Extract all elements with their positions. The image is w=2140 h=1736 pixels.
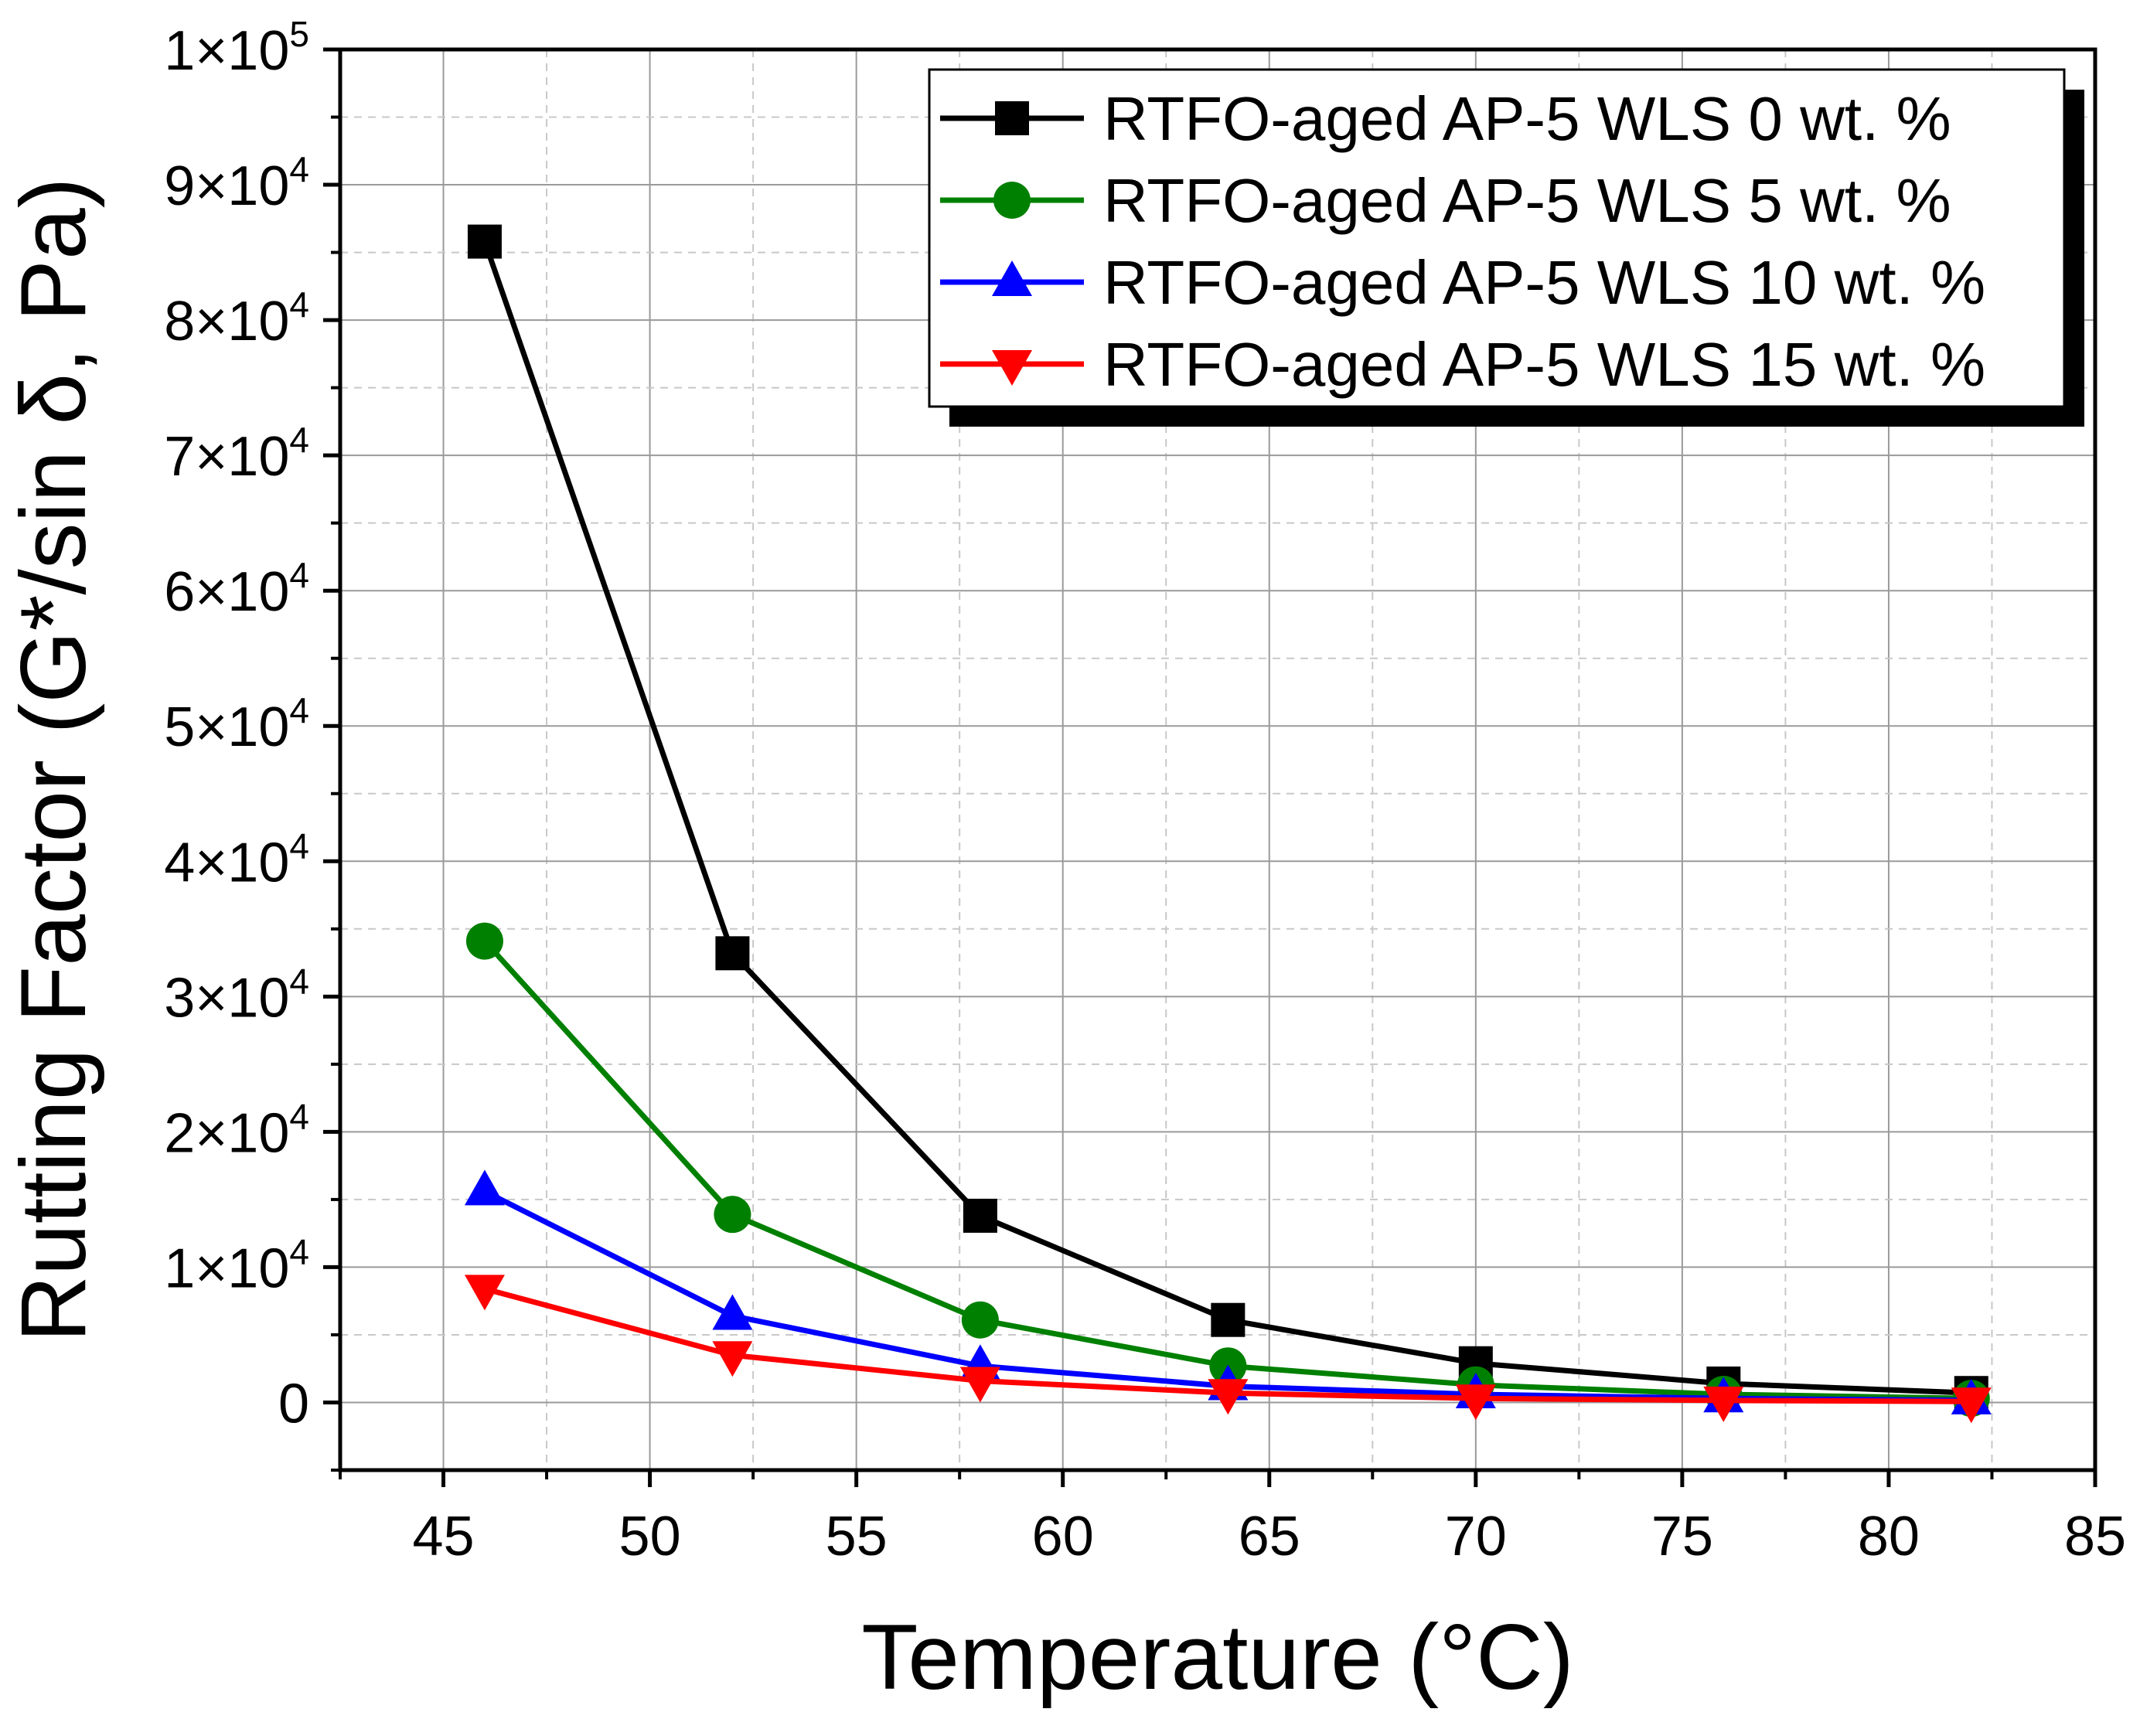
- y-tick-label: 4×104: [164, 825, 309, 894]
- data-point: [1951, 1387, 1992, 1424]
- legend-label: RTFO-aged AP-5 WLS 15 wt. %: [1103, 330, 1985, 399]
- legend-marker: [992, 350, 1032, 386]
- data-point: [715, 936, 750, 971]
- legend-marker: [995, 101, 1029, 135]
- y-tick-label: 2×104: [164, 1096, 309, 1164]
- legend-marker: [992, 260, 1032, 296]
- y-tick-label: 1×105: [164, 14, 309, 82]
- legend-label: RTFO-aged AP-5 WLS 5 wt. %: [1103, 166, 1951, 235]
- series-3: [464, 1275, 1992, 1424]
- legend-label: RTFO-aged AP-5 WLS 0 wt. %: [1103, 84, 1951, 153]
- x-tick-label: 85: [2064, 1506, 2126, 1568]
- y-tick-label: 8×104: [164, 284, 309, 352]
- axes: 45 50 55 60 65 70 75 80 85 0 1×104 2×104 3×104 4×104 5…: [164, 14, 2126, 1568]
- data-point: [1208, 1379, 1249, 1415]
- x-tick-label: 75: [1651, 1506, 1713, 1568]
- y-tick-label: 1×104: [164, 1231, 309, 1299]
- x-axis-title: Temperature (°C): [861, 1605, 1574, 1709]
- plot-frame: [338, 47, 2097, 1472]
- legend-label: RTFO-aged AP-5 WLS 10 wt. %: [1103, 248, 1985, 317]
- x-tick-label: 80: [1858, 1506, 1920, 1568]
- data-point: [963, 1198, 997, 1233]
- data-point: [712, 1294, 753, 1330]
- data-point: [467, 224, 502, 259]
- data-point: [714, 1196, 751, 1234]
- x-tick-label: 50: [619, 1506, 681, 1568]
- x-tick-label: 45: [412, 1506, 474, 1568]
- legend-marker: [993, 182, 1031, 219]
- legend-box: [928, 68, 2066, 408]
- series-2: [464, 1169, 1992, 1414]
- y-tick-label: 7×104: [164, 420, 309, 488]
- data-point: [464, 1169, 505, 1206]
- data-point: [1703, 1386, 1744, 1422]
- data-point: [1211, 1302, 1245, 1337]
- legend: RTFO-aged AP-5 WLS 0 wt. % RTFO-aged AP-5…: [928, 68, 2084, 427]
- x-tick-label: 65: [1239, 1506, 1300, 1568]
- y-axis-title: Rutting Factor (G*/sin δ, Pa): [2, 177, 105, 1342]
- x-tick-label: 60: [1032, 1506, 1094, 1568]
- data-point: [1455, 1384, 1496, 1421]
- data-point: [464, 1275, 505, 1311]
- y-tick-label: 9×104: [164, 149, 309, 217]
- data-point: [961, 1301, 999, 1339]
- y-tick-label: 6×104: [164, 555, 309, 623]
- series: [464, 224, 1992, 1424]
- y-tick-label: 3×104: [164, 961, 309, 1029]
- y-tick-label: 5×104: [164, 690, 309, 758]
- x-tick-label: 55: [826, 1506, 888, 1568]
- data-point: [465, 922, 503, 960]
- x-tick-label: 70: [1445, 1506, 1507, 1568]
- data-point: [959, 1367, 1000, 1403]
- y-tick-label: 0: [278, 1373, 309, 1435]
- data-point: [712, 1341, 753, 1377]
